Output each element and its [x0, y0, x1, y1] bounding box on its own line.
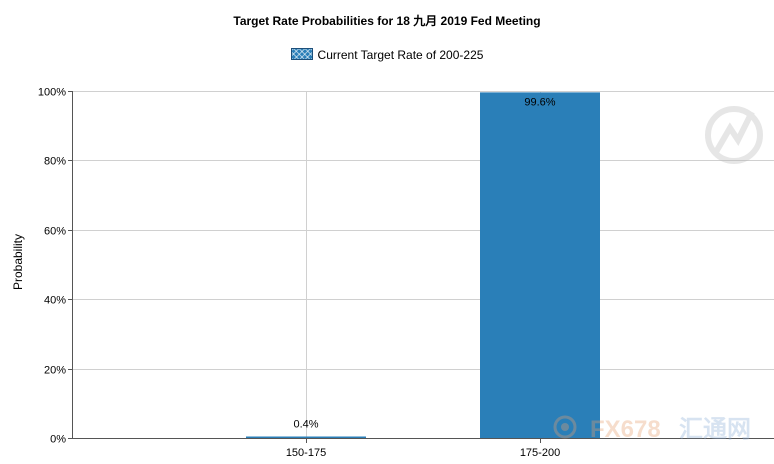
legend-swatch [290, 48, 313, 60]
y-tick-label: 60% [44, 226, 66, 238]
bars [246, 92, 600, 438]
watermark: FX678 汇通网 [553, 106, 763, 443]
data-label: 99.6% [524, 96, 555, 108]
wm-coin-icon [553, 415, 577, 439]
y-tick-label: 40% [44, 295, 66, 307]
x-tick-label: 150-175 [286, 447, 326, 459]
wm-brand-sub: 汇通网 [679, 416, 751, 443]
legend-label: Current Target Rate of 200-225 [317, 48, 484, 62]
x-tick-label: 175-200 [520, 447, 560, 459]
wm-brand: FX678 [590, 416, 661, 443]
chart-title: Target Rate Probabilities for 18 九月 2019… [233, 14, 541, 28]
y-tick-label: 80% [44, 156, 66, 168]
legend: Current Target Rate of 200-225 [0, 48, 774, 62]
data-label: 0.4% [293, 419, 318, 431]
wm-logo-icon [705, 106, 763, 164]
bar [246, 436, 366, 438]
tick-labels: 0% 20% 40% 60% 80% 100% 0.4% 150-175 99.6% 175-20… [38, 87, 560, 460]
y-tick-label: 0% [50, 434, 66, 446]
gridlines [72, 91, 774, 438]
axes [68, 91, 774, 443]
y-tick-label: 100% [38, 87, 66, 99]
bar [480, 92, 600, 438]
y-tick-label: 20% [44, 365, 66, 377]
